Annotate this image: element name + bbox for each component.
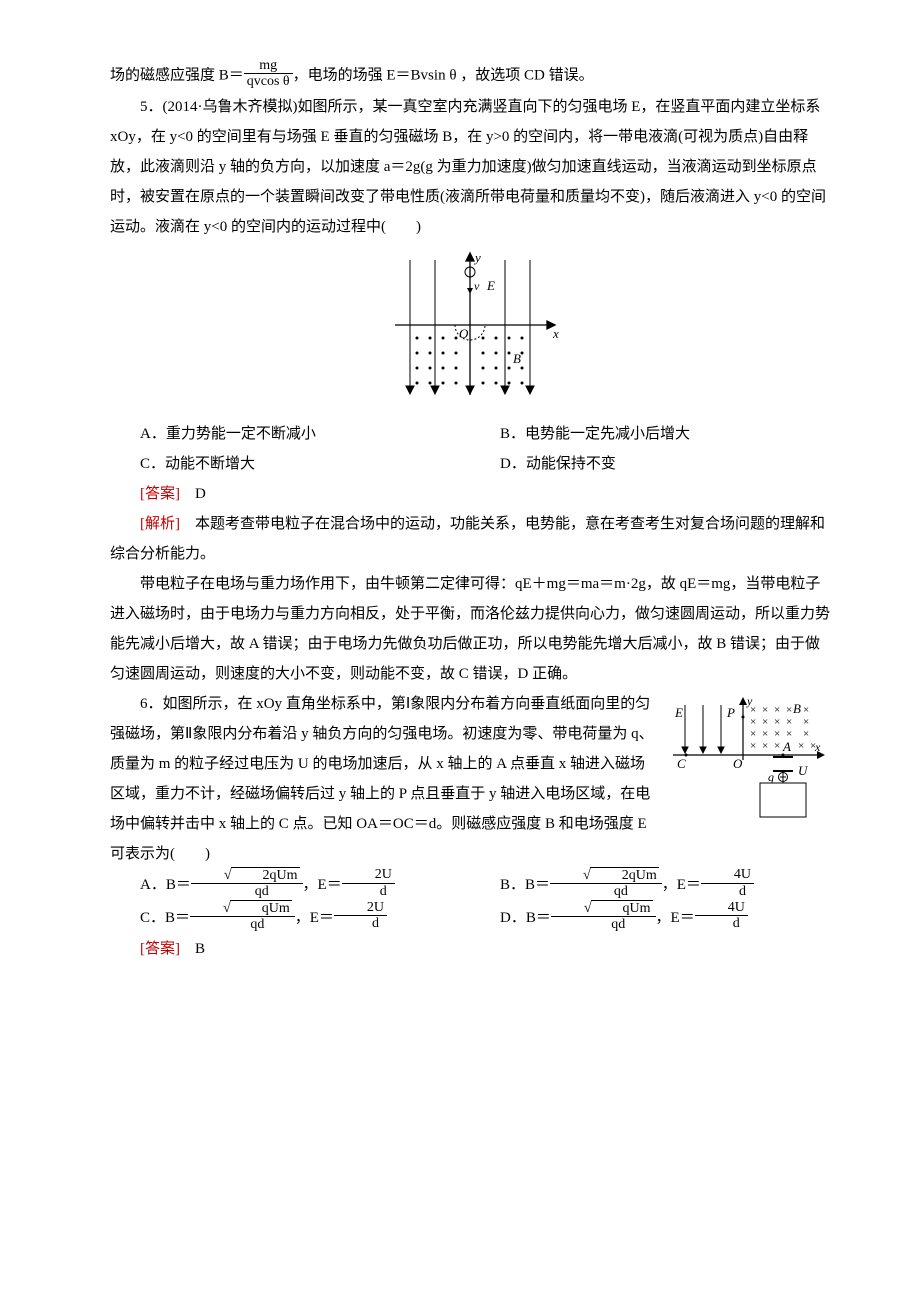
intro-frac: mgqvcos θ bbox=[244, 58, 293, 90]
svg-text:×: × bbox=[750, 716, 756, 728]
analysis-label: [解析] bbox=[140, 516, 180, 532]
answer-label: [答案] bbox=[140, 486, 180, 502]
svg-text:C: C bbox=[677, 756, 686, 771]
intro-pre: 场的磁感应强度 B＝ bbox=[110, 67, 244, 83]
svg-text:×: × bbox=[774, 716, 780, 728]
q6-optC: C．B＝√qUmqd，E＝2Ud bbox=[110, 902, 470, 935]
svg-text:×: × bbox=[774, 704, 780, 716]
svg-text:×: × bbox=[774, 728, 780, 740]
svg-text:U: U bbox=[798, 763, 809, 778]
q5-answer: D bbox=[180, 486, 206, 502]
svg-text:y: y bbox=[473, 250, 481, 265]
q5-optB: B．电势能一定先减小后增大 bbox=[470, 419, 830, 449]
svg-text:×: × bbox=[786, 704, 792, 716]
q5-analysis2: 带电粒子在电场与重力场作用下，由牛顿第二定律可得：qE＋mg＝ma＝m·2g，故… bbox=[110, 569, 830, 689]
q6-optB: B．B＝√2qUmqd，E＝4Ud bbox=[470, 869, 830, 902]
svg-text:O: O bbox=[459, 326, 469, 341]
svg-text:×: × bbox=[762, 740, 768, 752]
svg-text:P: P bbox=[726, 705, 735, 720]
answer-label: [答案] bbox=[140, 941, 180, 957]
svg-text:O: O bbox=[733, 756, 743, 771]
intro-mid: ，电场的场强 E＝Bvsin θ ，故选项 CD 错误。 bbox=[293, 67, 594, 83]
svg-text:v: v bbox=[474, 279, 480, 293]
svg-text:×: × bbox=[750, 740, 756, 752]
q6-block: 6．如图所示，在 xOy 直角坐标系中，第Ⅰ象限内分布着方向垂直纸面向里的匀强磁… bbox=[110, 689, 830, 869]
svg-text:×: × bbox=[786, 716, 792, 728]
q5-optD: D．动能保持不变 bbox=[470, 449, 830, 479]
svg-text:×: × bbox=[762, 728, 768, 740]
q5-analysis-line1: [解析] 本题考查带电粒子在混合场中的运动，功能关系，电势能，意在考查考生对复合… bbox=[110, 509, 830, 569]
q6-optD: D．B＝√qUmqd，E＝4Ud bbox=[470, 902, 830, 935]
svg-text:E: E bbox=[486, 278, 495, 293]
svg-text:x: x bbox=[814, 740, 821, 754]
svg-text:x: x bbox=[552, 326, 559, 341]
q5-options: A．重力势能一定不断减小 B．电势能一定先减小后增大 C．动能不断增大 D．动能… bbox=[110, 419, 830, 479]
svg-text:B: B bbox=[793, 701, 801, 716]
svg-text:×: × bbox=[803, 728, 809, 740]
q5-answer-line: [答案] D bbox=[110, 479, 830, 509]
svg-text:y: y bbox=[746, 695, 753, 708]
svg-text:B: B bbox=[513, 351, 521, 366]
q5-stem: 5．(2014·乌鲁木齐模拟)如图所示，某一真空室内充满竖直向下的匀强电场 E，… bbox=[110, 92, 830, 242]
q6-options: A．B＝√2qUmqd，E＝2Ud B．B＝√2qUmqd，E＝4Ud C．B＝… bbox=[110, 869, 830, 935]
q6-figure: ××××× ××××× ××××× ××××× E P B y x C bbox=[659, 689, 830, 841]
q5-figure: y x v E O B bbox=[110, 250, 830, 411]
svg-text:×: × bbox=[750, 728, 756, 740]
svg-text:A: A bbox=[782, 739, 791, 754]
q6-answer-line: [答案] B bbox=[110, 934, 830, 964]
svg-text:×: × bbox=[803, 716, 809, 728]
svg-text:×: × bbox=[803, 704, 809, 716]
svg-text:×: × bbox=[774, 740, 780, 752]
svg-text:q: q bbox=[768, 770, 774, 784]
q5-optC: C．动能不断增大 bbox=[110, 449, 470, 479]
intro-line: 场的磁感应强度 B＝mgqvcos θ，电场的场强 E＝Bvsin θ ，故选项… bbox=[110, 60, 830, 92]
q5-optA: A．重力势能一定不断减小 bbox=[110, 419, 470, 449]
q5-analysis1: 本题考查带电粒子在混合场中的运动，功能关系，电势能，意在考查考生对复合场问题的理… bbox=[110, 516, 825, 562]
q6-optA: A．B＝√2qUmqd，E＝2Ud bbox=[110, 869, 470, 902]
svg-text:×: × bbox=[762, 704, 768, 716]
svg-text:×: × bbox=[762, 716, 768, 728]
svg-text:E: E bbox=[674, 705, 683, 720]
q6-answer: B bbox=[180, 941, 205, 957]
q6-stem-part: 6．如图所示，在 xOy 直角坐标系中，第Ⅰ象限内分布着方向垂直纸面向里的匀强磁… bbox=[110, 689, 659, 869]
svg-text:×: × bbox=[798, 740, 804, 752]
